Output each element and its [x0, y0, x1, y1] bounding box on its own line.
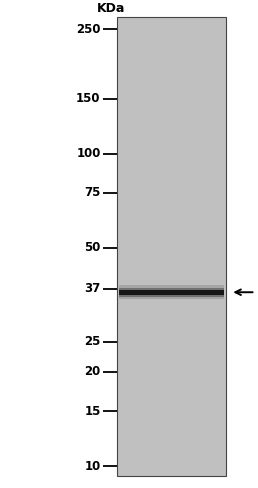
- Bar: [117, 17, 226, 476]
- Text: 250: 250: [76, 23, 101, 36]
- Text: 75: 75: [84, 186, 101, 199]
- Text: 20: 20: [84, 366, 101, 379]
- Text: 25: 25: [84, 335, 101, 348]
- Text: 50: 50: [84, 241, 101, 254]
- Text: 150: 150: [76, 92, 101, 105]
- Text: 100: 100: [76, 147, 101, 160]
- Text: 10: 10: [84, 460, 101, 472]
- Bar: [119, 285, 224, 299]
- Text: 37: 37: [84, 282, 101, 295]
- Bar: [119, 288, 224, 297]
- Text: 15: 15: [84, 405, 101, 418]
- Text: KDa: KDa: [97, 2, 125, 15]
- Bar: [119, 290, 224, 295]
